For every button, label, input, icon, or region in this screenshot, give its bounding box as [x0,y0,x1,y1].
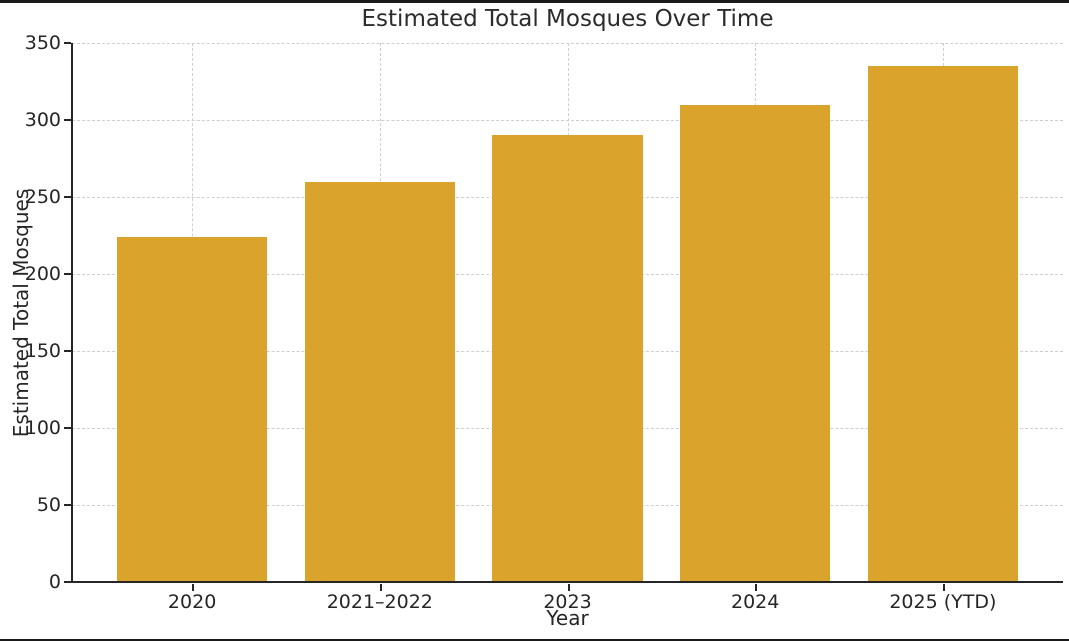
bar-2025-ytd- [867,66,1018,582]
bar-2024 [680,104,831,582]
bottom-frame-border [0,639,1069,641]
x-tick-label: 2023 [543,591,592,613]
bar-2021-2022 [304,181,455,582]
x-axis-label: Year [546,606,589,630]
y-tick-label: 300 [24,109,61,131]
y-tick-mark [64,42,71,44]
x-tick-mark [192,584,195,591]
x-tick-label: 2020 [167,591,217,613]
y-tick-mark [64,427,71,429]
y-tick-label: 50 [36,494,61,516]
x-tick-mark [379,584,382,591]
x-tick-label: 2024 [731,591,780,613]
bar-2023 [492,135,643,582]
y-tick-mark [64,504,71,506]
y-tick-label: 0 [48,571,61,593]
top-frame-border [0,0,1069,3]
y-tick-label: 150 [24,340,61,362]
y-tick-label: 200 [24,263,61,285]
y-tick-label: 350 [24,32,61,54]
plot-area: 0 50 100 150 200 250 300 350 2020 2021–2022 2023 20… [25,32,1063,613]
x-tick-mark [567,584,570,591]
y-axis-label: Estimated Total Mosques [9,188,33,438]
y-tick-mark [64,581,71,583]
x-axis-spine [71,581,1063,583]
x-tick-mark [755,584,758,591]
y-tick-mark [64,118,71,121]
y-tick-mark [64,273,71,275]
y-tick-label: 100 [24,417,61,439]
chart-title: Estimated Total Mosques Over Time [361,6,774,32]
y-tick-mark [64,195,71,198]
y-tick-label: 250 [24,186,61,208]
x-tick-label: 2021–2022 [326,591,433,613]
x-tick-label: 2025 (YTD) [889,591,997,613]
y-axis-spine [71,43,73,583]
x-tick-mark [942,584,945,591]
y-tick-mark [64,349,71,352]
bar-2020 [117,237,268,582]
